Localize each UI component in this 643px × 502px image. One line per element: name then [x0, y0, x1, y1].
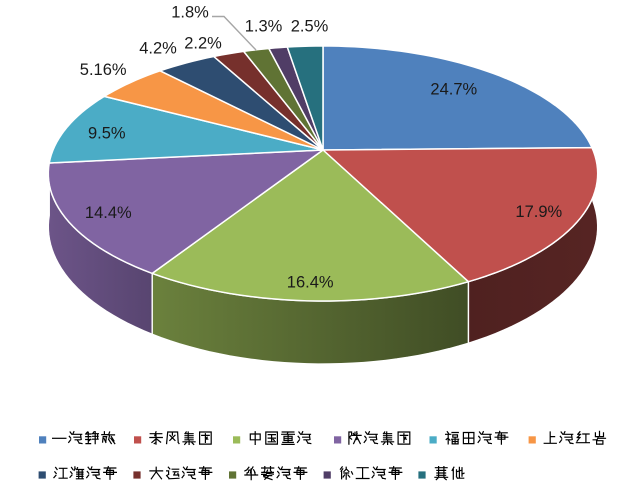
svg-text:16.4%: 16.4% [287, 274, 334, 292]
svg-text:9.5%: 9.5% [88, 125, 126, 143]
svg-text:17.9%: 17.9% [515, 203, 562, 221]
svg-text:1.8%: 1.8% [171, 4, 209, 22]
svg-text:5.16%: 5.16% [80, 61, 127, 79]
svg-text:2.5%: 2.5% [291, 18, 329, 36]
svg-text:2.2%: 2.2% [184, 35, 222, 53]
svg-text:24.7%: 24.7% [430, 81, 477, 99]
svg-text:1.3%: 1.3% [245, 18, 283, 36]
svg-text:14.4%: 14.4% [85, 204, 132, 222]
svg-text:4.2%: 4.2% [139, 39, 177, 57]
